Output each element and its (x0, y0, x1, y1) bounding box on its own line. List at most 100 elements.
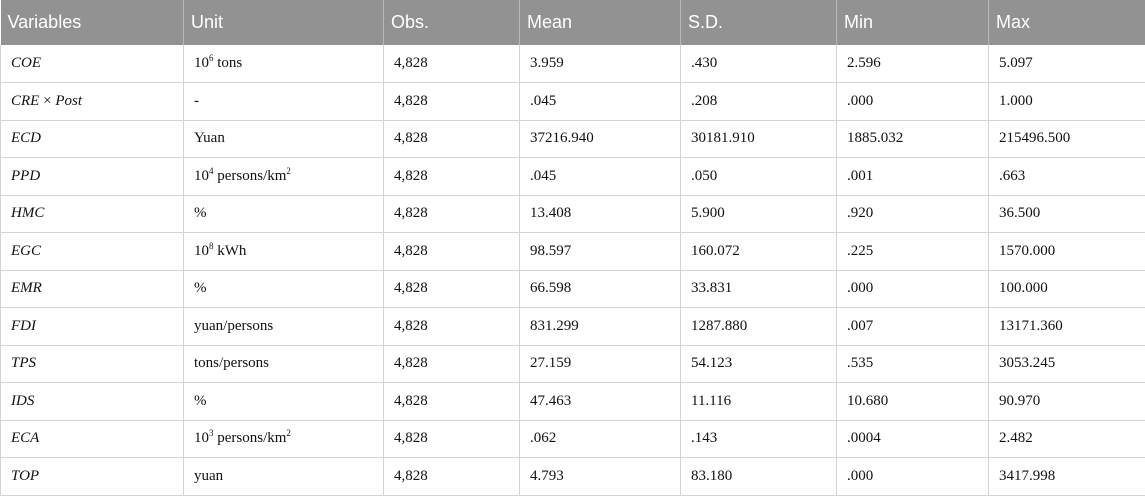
cell-mean: 98.597 (519, 232, 681, 271)
cell-obs: 4,828 (383, 457, 520, 496)
cell-unit: % (183, 195, 384, 233)
cell-max: 1570.000 (988, 232, 1145, 271)
cell-max: 3417.998 (988, 457, 1145, 496)
cell-obs: 4,828 (383, 345, 520, 383)
cell-obs: 4,828 (383, 270, 520, 308)
cell-min: 10.680 (836, 382, 989, 421)
unit-base: 10 (194, 167, 209, 184)
cell-variable: EGC (0, 232, 184, 271)
cell-unit: - (183, 82, 384, 121)
cell-sd: 30181.910 (680, 120, 837, 158)
cell-mean: 47.463 (519, 382, 681, 421)
header-sd: S.D. (680, 0, 837, 45)
cell-min: .000 (836, 457, 989, 496)
cell-obs: 4,828 (383, 232, 520, 271)
table-row: ECD Yuan 4,828 37216.940 30181.910 1885.… (0, 120, 1145, 158)
unit-suffix: kWh (213, 242, 247, 259)
unit-suffix: persons/km (213, 430, 287, 447)
table-row: ECA 103 persons/km2 4,828 .062 .143 .000… (0, 420, 1145, 458)
cell-min: .001 (836, 157, 989, 196)
cell-min: .225 (836, 232, 989, 271)
cell-min: .007 (836, 307, 989, 346)
unit-base: 10 (194, 242, 209, 259)
cell-max: 90.970 (988, 382, 1145, 421)
table-header-row: Variables Unit Obs. Mean S.D. Min Max (0, 0, 1145, 45)
table-row: EGC 108 kWh 4,828 98.597 160.072 .225 15… (0, 232, 1145, 271)
table-row: PPD 104 persons/km2 4,828 .045 .050 .001… (0, 157, 1145, 196)
cell-variable: TPS (0, 345, 184, 383)
header-obs: Obs. (383, 0, 520, 45)
unit-exponent: 4 (209, 165, 214, 176)
unit-exponent: 3 (209, 428, 214, 439)
cell-unit: 104 persons/km2 (183, 157, 384, 196)
cell-sd: .050 (680, 157, 837, 196)
unit-suffix: persons/km (213, 167, 287, 184)
cell-sd: 54.123 (680, 345, 837, 383)
header-mean: Mean (519, 0, 681, 45)
cell-max: 5.097 (988, 45, 1145, 83)
variable-operator: × (39, 92, 56, 109)
cell-min: .000 (836, 270, 989, 308)
cell-max: 36.500 (988, 195, 1145, 233)
cell-unit: yuan/persons (183, 307, 384, 346)
unit-base: 10 (194, 430, 209, 447)
cell-mean: 66.598 (519, 270, 681, 308)
cell-variable: IDS (0, 382, 184, 421)
cell-mean: 13.408 (519, 195, 681, 233)
cell-obs: 4,828 (383, 382, 520, 421)
cell-unit: 106 tons (183, 45, 384, 83)
unit-suffix-exponent: 2 (286, 165, 291, 176)
cell-obs: 4,828 (383, 420, 520, 458)
cell-unit: 108 kWh (183, 232, 384, 271)
cell-variable: COE (0, 45, 184, 83)
table-row: TPS tons/persons 4,828 27.159 54.123 .53… (0, 345, 1145, 383)
unit-exponent: 6 (209, 53, 214, 63)
table-row: TOP yuan 4,828 4.793 83.180 .000 3417.99… (0, 457, 1145, 496)
cell-variable: PPD (0, 157, 184, 196)
table-row: EMR % 4,828 66.598 33.831 .000 100.000 (0, 270, 1145, 308)
cell-sd: 5.900 (680, 195, 837, 233)
cell-obs: 4,828 (383, 45, 520, 83)
cell-variable: ECA (0, 420, 184, 458)
cell-variable: CRE × Post (0, 82, 184, 121)
cell-sd: 33.831 (680, 270, 837, 308)
cell-min: 2.596 (836, 45, 989, 83)
cell-mean: 4.793 (519, 457, 681, 496)
cell-mean: 37216.940 (519, 120, 681, 158)
cell-mean: .045 (519, 82, 681, 121)
cell-sd: 83.180 (680, 457, 837, 496)
cell-variable: FDI (0, 307, 184, 346)
cell-mean: 27.159 (519, 345, 681, 383)
cell-variable: TOP (0, 457, 184, 496)
cell-max: 2.482 (988, 420, 1145, 458)
cell-sd: 1287.880 (680, 307, 837, 346)
table-row: FDI yuan/persons 4,828 831.299 1287.880 … (0, 307, 1145, 346)
header-max: Max (988, 0, 1145, 45)
cell-unit: Yuan (183, 120, 384, 158)
cell-max: .663 (988, 157, 1145, 196)
cell-min: .535 (836, 345, 989, 383)
cell-unit: 103 persons/km2 (183, 420, 384, 458)
table-row: IDS % 4,828 47.463 11.116 10.680 90.970 (0, 382, 1145, 421)
header-unit: Unit (183, 0, 384, 45)
unit-suffix: tons (213, 55, 243, 71)
table-row: HMC % 4,828 13.408 5.900 .920 36.500 (0, 195, 1145, 233)
cell-unit: yuan (183, 457, 384, 496)
cell-unit: % (183, 270, 384, 308)
unit-base: 10 (194, 55, 209, 71)
cell-min: .000 (836, 82, 989, 121)
cell-min: .0004 (836, 420, 989, 458)
cell-sd: 11.116 (680, 382, 837, 421)
cell-sd: .143 (680, 420, 837, 458)
cell-max: 13171.360 (988, 307, 1145, 346)
cell-mean: 831.299 (519, 307, 681, 346)
cell-variable: EMR (0, 270, 184, 308)
header-variables: Variables (0, 0, 184, 45)
table-row: CRE × Post - 4,828 .045 .208 .000 1.000 (0, 82, 1145, 121)
cell-obs: 4,828 (383, 82, 520, 121)
cell-min: .920 (836, 195, 989, 233)
cell-obs: 4,828 (383, 307, 520, 346)
unit-exponent: 8 (209, 240, 214, 251)
cell-max: 100.000 (988, 270, 1145, 308)
